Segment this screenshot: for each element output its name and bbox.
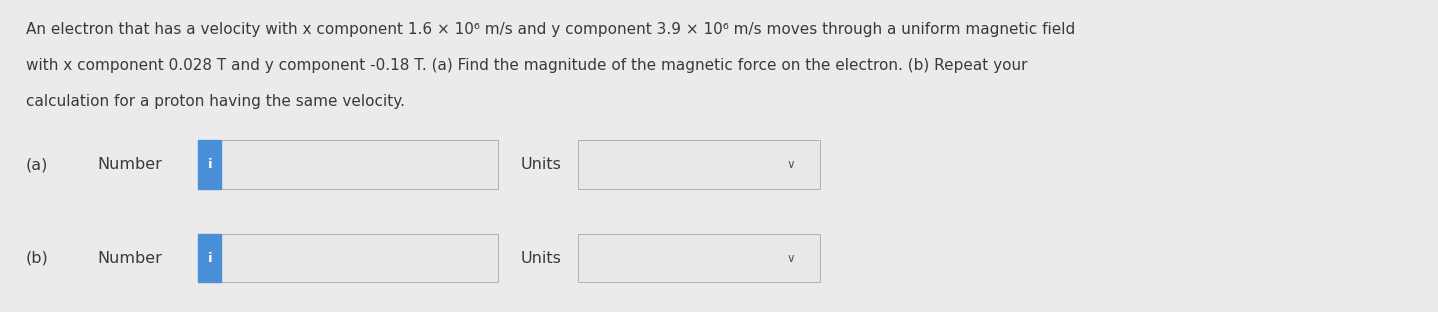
FancyBboxPatch shape: [221, 140, 498, 189]
Text: (a): (a): [26, 157, 49, 172]
FancyBboxPatch shape: [198, 234, 221, 282]
Text: Number: Number: [98, 157, 162, 172]
Text: ∨: ∨: [787, 158, 795, 171]
Text: An electron that has a velocity with x component 1.6 × 10⁶ m/s and y component 3: An electron that has a velocity with x c…: [26, 22, 1076, 37]
Text: i: i: [207, 158, 213, 171]
Text: ∨: ∨: [787, 252, 795, 265]
Text: Units: Units: [521, 157, 561, 172]
FancyBboxPatch shape: [578, 234, 820, 282]
Text: with x component 0.028 T and y component -0.18 T. (a) Find the magnitude of the : with x component 0.028 T and y component…: [26, 58, 1027, 73]
Text: calculation for a proton having the same velocity.: calculation for a proton having the same…: [26, 94, 406, 109]
Text: i: i: [207, 252, 213, 265]
Text: (b): (b): [26, 251, 49, 266]
Text: Number: Number: [98, 251, 162, 266]
FancyBboxPatch shape: [221, 234, 498, 282]
Text: Units: Units: [521, 251, 561, 266]
FancyBboxPatch shape: [578, 140, 820, 189]
FancyBboxPatch shape: [198, 140, 221, 189]
